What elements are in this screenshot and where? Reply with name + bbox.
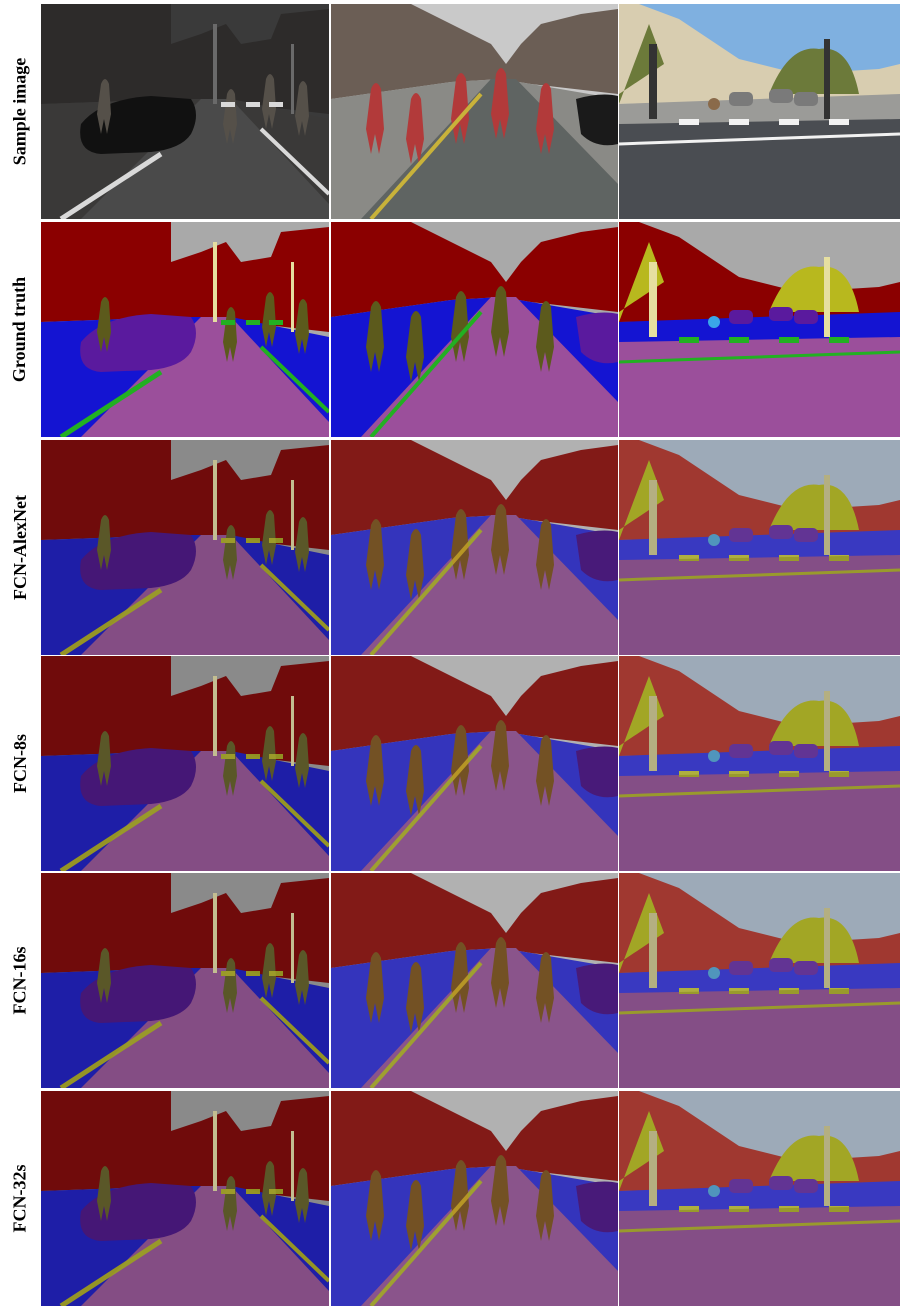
row-label: Ground truth — [0, 222, 40, 437]
scene-graphic — [619, 873, 900, 1088]
prediction-overlay — [619, 873, 900, 1088]
row-label: FCN-AlexNet — [0, 440, 40, 655]
row-label-text: Ground truth — [9, 276, 30, 383]
prediction-overlay — [331, 1091, 618, 1306]
row-label: FCN-8s — [0, 656, 40, 871]
scene-graphic — [331, 656, 618, 871]
row-label: FCN-16s — [0, 873, 40, 1088]
row-label-text: Sample image — [9, 57, 30, 166]
scene-graphic — [41, 656, 329, 871]
scene-graphic — [41, 873, 329, 1088]
row-label: FCN-32s — [0, 1091, 40, 1306]
scene-graphic — [331, 440, 618, 655]
scene-graphic — [619, 656, 900, 871]
row-label-text: FCN-32s — [9, 1164, 30, 1233]
scene-graphic — [331, 222, 618, 437]
scene-graphic — [41, 222, 329, 437]
scene-graphic — [619, 222, 900, 437]
sample-image — [331, 4, 618, 219]
scene-graphic — [41, 440, 329, 655]
scene-graphic — [619, 1091, 900, 1306]
prediction-overlay — [619, 1091, 900, 1306]
scene-graphic — [331, 1091, 618, 1306]
prediction-overlay — [41, 656, 329, 871]
prediction-overlay — [331, 656, 618, 871]
prediction-overlay — [331, 873, 618, 1088]
prediction-overlay — [41, 1091, 329, 1306]
ground-truth-mask — [331, 222, 618, 437]
prediction-overlay — [619, 656, 900, 871]
prediction-overlay — [619, 440, 900, 655]
prediction-overlay — [331, 440, 618, 655]
scene-graphic — [41, 1091, 329, 1306]
row-label-text: FCN-AlexNet — [9, 495, 30, 600]
ground-truth-mask — [41, 222, 329, 437]
scene-graphic — [41, 4, 329, 219]
sample-image — [619, 4, 900, 219]
scene-graphic — [619, 440, 900, 655]
row-label-text: FCN-16s — [9, 946, 30, 1015]
prediction-overlay — [41, 440, 329, 655]
row-label-text: FCN-8s — [9, 734, 30, 793]
scene-graphic — [331, 873, 618, 1088]
row-label: Sample image — [0, 4, 40, 219]
sample-image — [41, 4, 329, 219]
scene-graphic — [331, 4, 618, 219]
ground-truth-mask — [619, 222, 900, 437]
scene-graphic — [619, 4, 900, 219]
prediction-overlay — [41, 873, 329, 1088]
